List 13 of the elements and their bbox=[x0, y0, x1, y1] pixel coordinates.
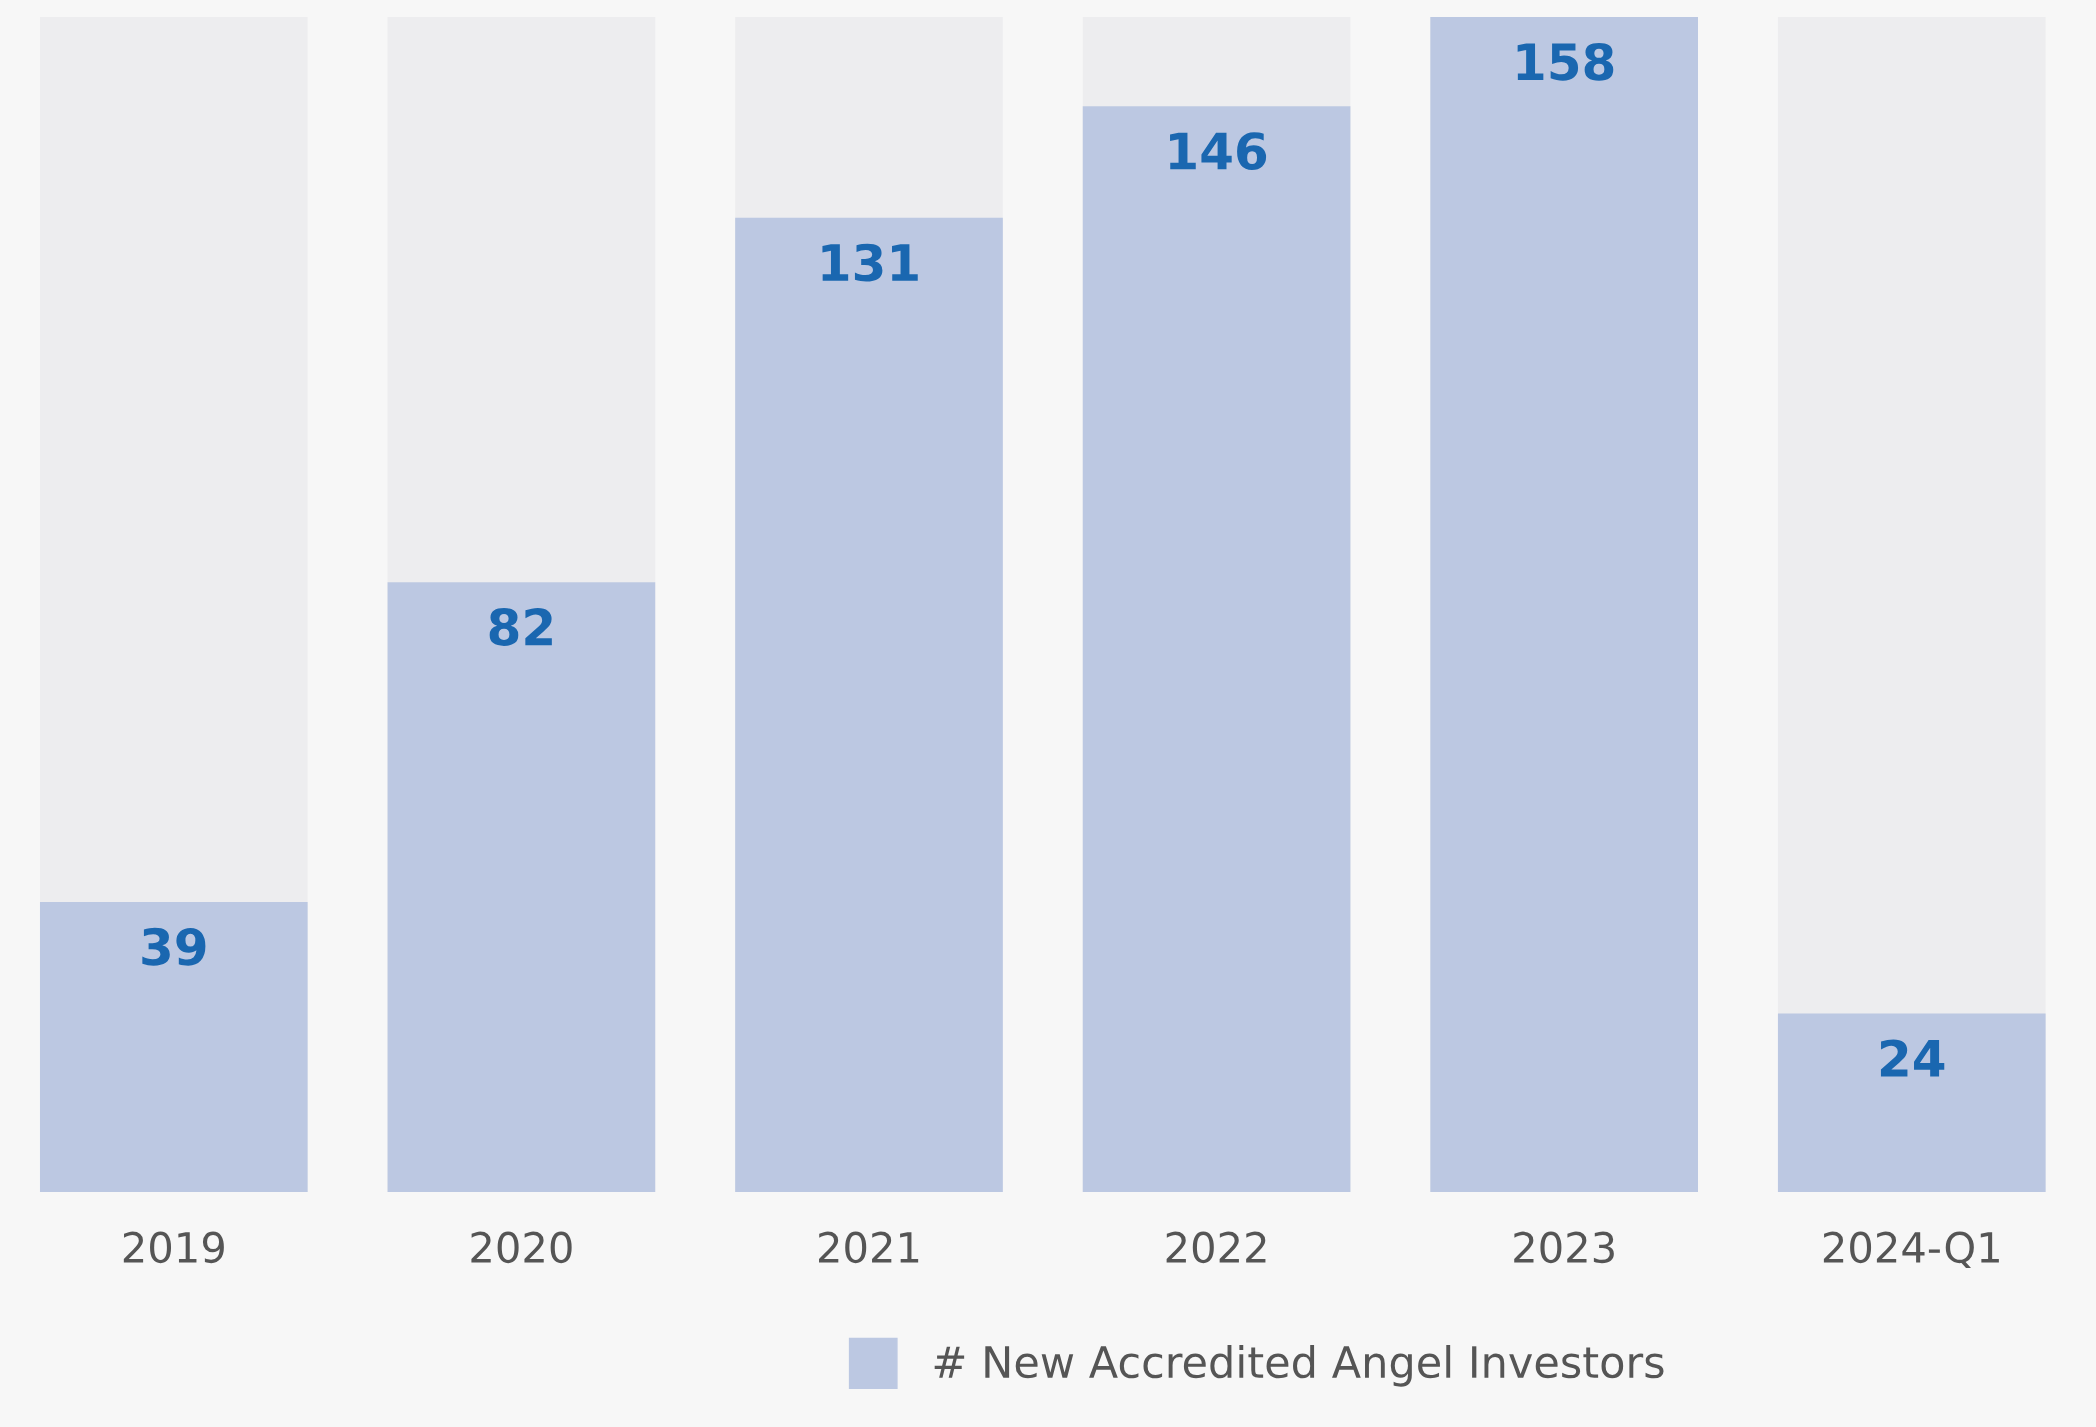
data-label: 146 bbox=[1170, 132, 1267, 170]
data-label: 82 bbox=[489, 608, 552, 646]
data-label: 24 bbox=[1880, 1039, 1945, 1077]
data-label: 158 bbox=[1517, 42, 1614, 81]
data-label: 131 bbox=[822, 243, 918, 282]
data-label: 39 bbox=[142, 927, 206, 966]
x-tick-label: 2023 bbox=[1514, 1231, 1614, 1264]
x-tick-label: 2022 bbox=[1166, 1231, 1266, 1264]
x-tick-label: 2024-Q1 bbox=[1823, 1231, 1999, 1268]
x-tick-label: 2019 bbox=[123, 1231, 224, 1264]
x-tick-label: 2020 bbox=[471, 1231, 572, 1264]
x-tick-label: 2021 bbox=[819, 1231, 919, 1264]
legend-label: # New Accredited Angel Investors bbox=[934, 1344, 1664, 1387]
